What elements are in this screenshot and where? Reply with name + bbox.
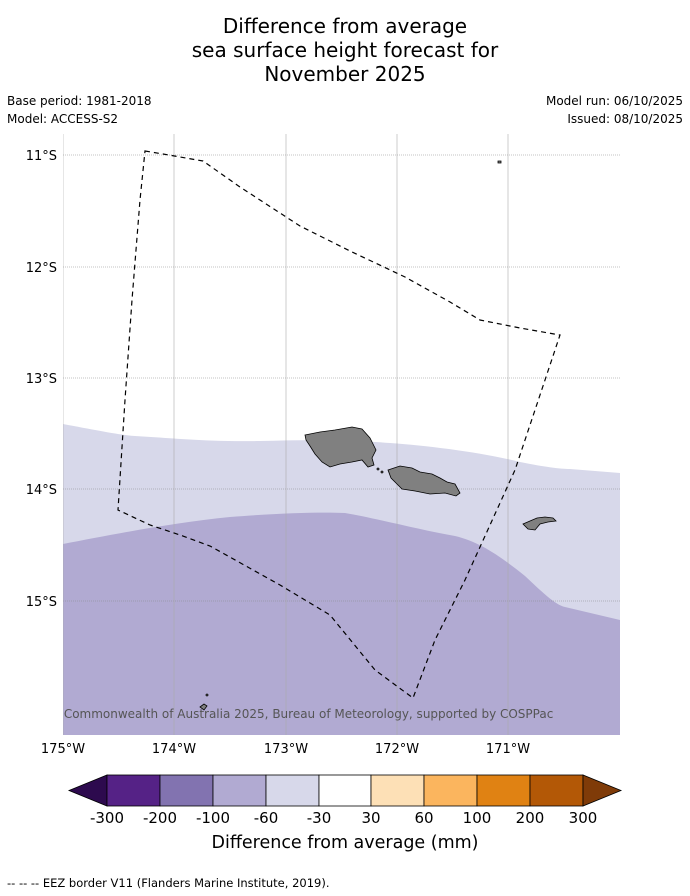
copyright-text: © Commonwealth of Australia 2025, Bureau… <box>48 707 553 721</box>
issued-date: Issued: 08/10/2025 <box>567 112 683 126</box>
colorbar-tick: 100 <box>463 809 492 827</box>
lat-labels: 11°S 12°S 13°S 14°S 15°S <box>26 149 57 610</box>
graticule <box>63 134 620 735</box>
lon-label: 174°W <box>152 742 196 757</box>
colorbar-tick: -60 <box>254 809 279 827</box>
islet <box>205 693 209 697</box>
title-line-2: sea surface height forecast for <box>191 38 499 62</box>
map-title: Difference from average sea surface heig… <box>0 14 690 86</box>
lon-label: 173°W <box>264 742 308 757</box>
colorbar-tick: -100 <box>196 809 230 827</box>
island-upolu <box>387 465 461 497</box>
colorbar-end-low <box>67 774 108 807</box>
colorbar-segment <box>529 774 584 807</box>
colorbar <box>67 774 623 807</box>
colorbar-tick: -200 <box>143 809 177 827</box>
colorbar-tick: 30 <box>361 809 380 827</box>
colorbar-segment <box>159 774 214 807</box>
colorbar-tick: -30 <box>307 809 332 827</box>
island-tutuila <box>522 516 557 531</box>
islet <box>380 470 384 474</box>
colorbar-ticks: -300 -200 -100 -60 -30 30 60 100 200 300 <box>90 809 597 827</box>
title-line-1: Difference from average <box>222 14 468 38</box>
lat-label: 13°S <box>26 372 57 387</box>
eez-border <box>117 150 561 699</box>
land <box>199 160 557 711</box>
islet <box>376 467 380 471</box>
colorbar-tick: 200 <box>516 809 545 827</box>
island-small-north <box>497 160 502 164</box>
island-savaii <box>304 426 377 468</box>
model-run: Model run: 06/10/2025 <box>545 94 683 108</box>
colorbar-segment <box>106 774 161 807</box>
colorbar-tick: 60 <box>414 809 433 827</box>
eez-legend-note: -- -- -- EEZ border V11 (Flanders Marine… <box>7 876 330 890</box>
anomaly-band-medium <box>63 512 620 735</box>
island-small-south <box>199 703 208 711</box>
lon-label: 172°W <box>375 742 419 757</box>
colorbar-segment <box>212 774 267 807</box>
colorbar-end-high <box>582 774 623 807</box>
lon-label: 175°W <box>41 742 85 757</box>
meta-left: Base period: 1981-2018 Model: ACCESS-S2 <box>7 92 152 128</box>
colorbar-segment <box>370 774 425 807</box>
colorbar-tick: 300 <box>569 809 598 827</box>
colorbar-segment <box>318 774 372 807</box>
colorbar-label: Difference from average (mm) <box>211 833 479 853</box>
lon-labels: 175°W 174°W 173°W 172°W 171°W <box>41 742 530 757</box>
map-area: © Commonwealth of Australia 2025, Bureau… <box>48 134 620 735</box>
colorbar-segment <box>476 774 531 807</box>
title-line-3: November 2025 <box>264 62 426 86</box>
colorbar-segment <box>423 774 478 807</box>
base-period: Base period: 1981-2018 <box>7 94 152 108</box>
lon-label: 171°W <box>486 742 530 757</box>
lat-label: 12°S <box>26 261 57 276</box>
lat-label: 11°S <box>26 149 57 164</box>
model-name: Model: ACCESS-S2 <box>7 112 119 126</box>
colorbar-tick: -300 <box>90 809 124 827</box>
meta-right: Model run: 06/10/2025 Issued: 08/10/2025 <box>546 92 683 128</box>
colorbar-segment <box>265 774 320 807</box>
lat-label: 14°S <box>26 483 57 498</box>
lat-label: 15°S <box>26 595 57 610</box>
